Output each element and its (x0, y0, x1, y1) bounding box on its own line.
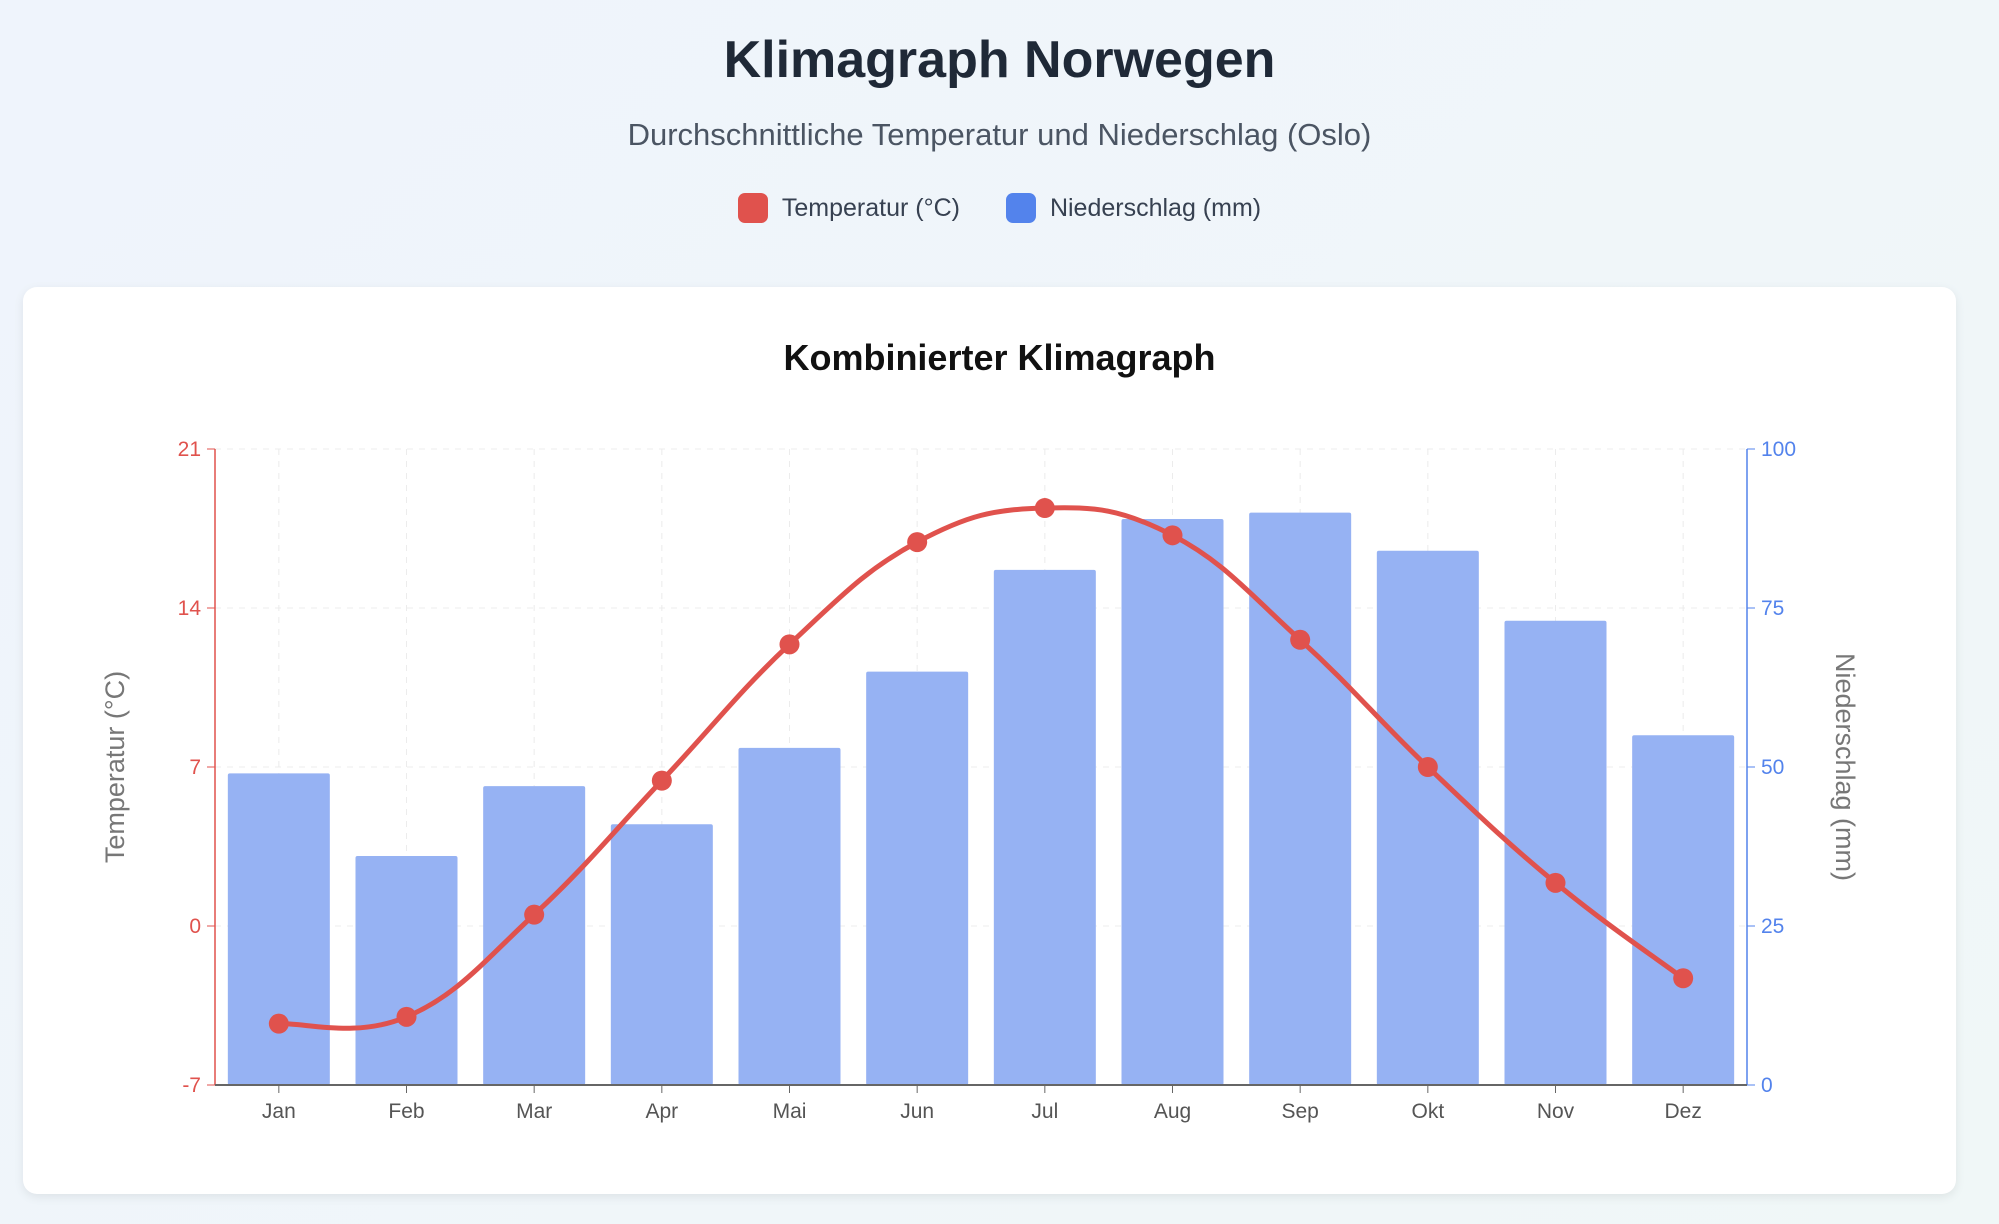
y-left-tick-label: 14 (178, 597, 202, 620)
x-tick-label: Dez (1664, 1100, 1701, 1123)
y-right-tick-label: 75 (1761, 597, 1784, 620)
bar-precipitation-Jul (993, 569, 1096, 1085)
y-left-tick-label: 0 (189, 915, 201, 938)
bar-precipitation-Apr (610, 824, 713, 1085)
point-temperature-Mar (524, 904, 545, 925)
bar-precipitation-Mar (483, 786, 586, 1085)
point-temperature-Sep (1290, 629, 1311, 650)
bar-precipitation-Sep (1249, 512, 1352, 1085)
legend-item-precipitation[interactable]: Niederschlag (mm) (1005, 193, 1262, 223)
x-tick-label: Mai (773, 1100, 807, 1123)
bar-precipitation-Dez (1632, 735, 1735, 1085)
y-right-tick-label: 100 (1761, 438, 1796, 461)
bar-precipitation-Jan (227, 773, 330, 1085)
page-title: Klimagraph Norwegen (723, 31, 1276, 89)
bar-precipitation-Feb (355, 856, 458, 1085)
y-right-tick-label: 25 (1761, 915, 1784, 938)
x-tick-label: Nov (1537, 1100, 1575, 1123)
x-tick-label: Feb (388, 1100, 424, 1123)
x-tick-label: Okt (1411, 1100, 1444, 1123)
legend: Temperatur (°C) Niederschlag (mm) (0, 193, 1999, 223)
x-tick-label: Apr (645, 1100, 678, 1123)
point-temperature-Jul (1034, 498, 1055, 519)
legend-label-temperature: Temperatur (°C) (781, 193, 960, 222)
point-temperature-Nov (1545, 872, 1566, 893)
y-right-tick-label: 0 (1761, 1074, 1773, 1097)
y-left-axis-title: Temperatur (°C) (100, 671, 130, 863)
bar-precipitation-Jun (866, 671, 969, 1085)
bar-precipitation-Nov (1504, 620, 1607, 1085)
point-temperature-Dez (1673, 968, 1694, 989)
point-temperature-Mai (779, 634, 800, 655)
y-left-tick-label: -7 (182, 1074, 201, 1097)
x-tick-label: Jan (262, 1100, 296, 1123)
legend-label-precipitation: Niederschlag (mm) (1049, 193, 1262, 222)
x-tick-label: Mar (516, 1100, 552, 1123)
page-subtitle: Durchschnittliche Temperatur und Nieders… (627, 117, 1372, 152)
point-temperature-Feb (396, 1006, 417, 1027)
chart-title: Kombinierter Klimagraph (783, 337, 1216, 378)
bar-precipitation-Okt (1376, 550, 1479, 1085)
x-tick-label: Jul (1031, 1100, 1058, 1123)
legend-item-temperature[interactable]: Temperatur (°C) (737, 193, 960, 223)
legend-swatch-temperature (737, 193, 768, 223)
point-temperature-Okt (1417, 757, 1438, 777)
x-tick-label: Jun (900, 1100, 934, 1123)
point-temperature-Jun (907, 532, 928, 553)
y-right-tick-label: 50 (1761, 756, 1784, 779)
y-left-tick-label: 21 (178, 438, 201, 461)
y-left-tick-label: 7 (189, 756, 201, 779)
legend-swatch-precipitation (1005, 193, 1036, 223)
bar-precipitation-Mai (738, 747, 841, 1085)
y-right-axis-title: Niederschlag (mm) (1830, 653, 1860, 881)
point-temperature-Aug (1162, 525, 1183, 546)
point-temperature-Jan (268, 1013, 289, 1034)
bar-precipitation-Aug (1121, 518, 1224, 1085)
point-temperature-Apr (651, 770, 672, 791)
x-tick-label: Sep (1281, 1100, 1318, 1123)
x-tick-label: Aug (1154, 1100, 1191, 1123)
